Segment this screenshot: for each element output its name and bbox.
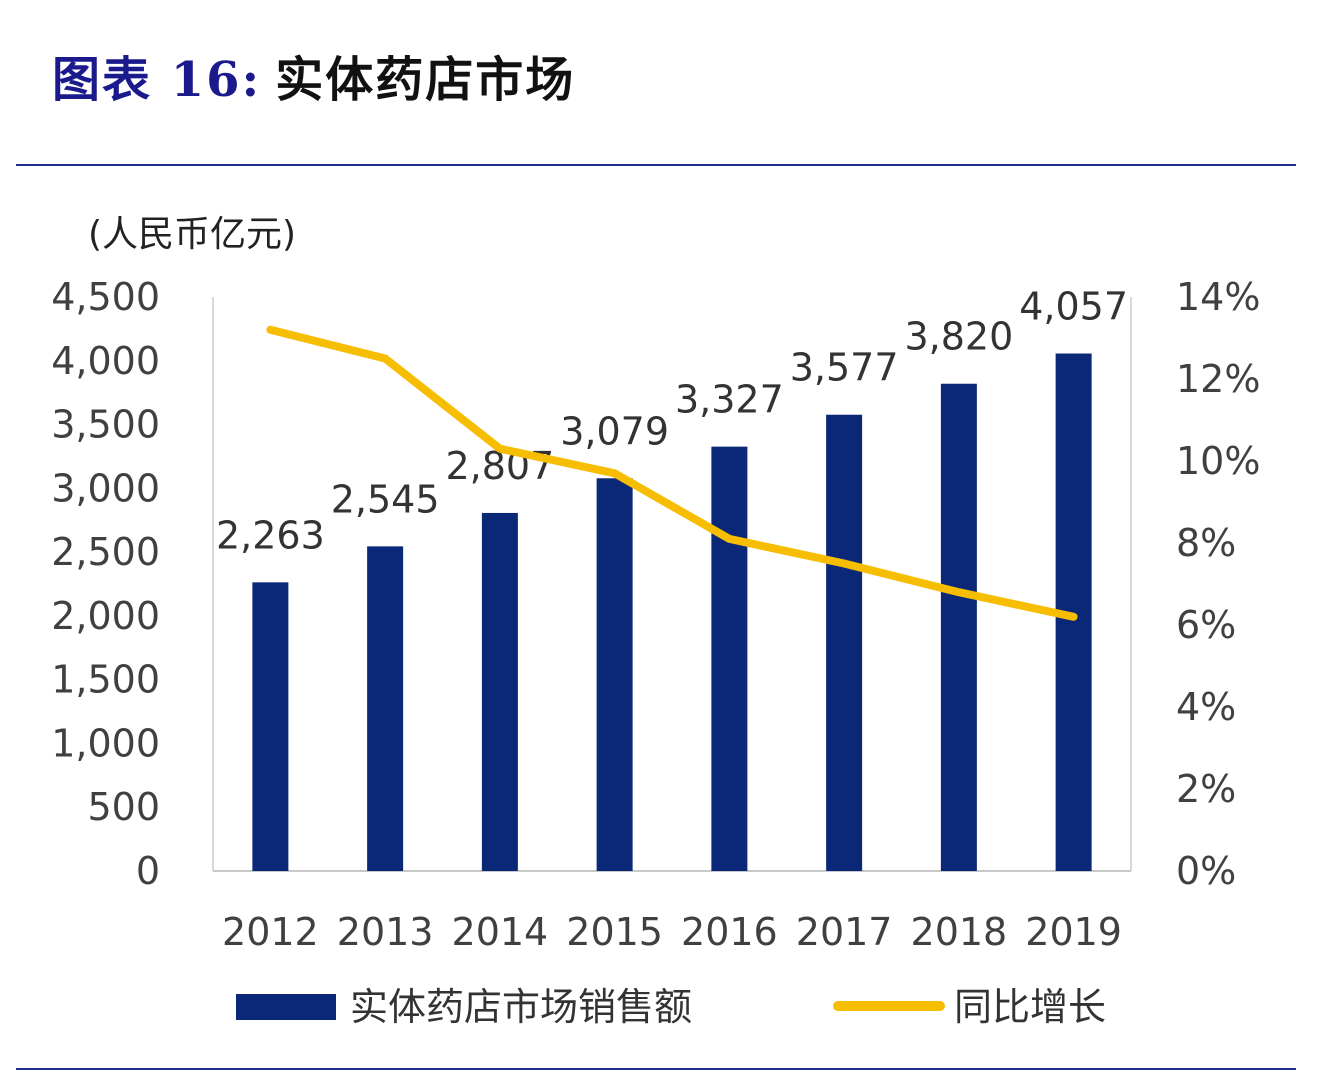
y-right-tick-label: 12% [1176,357,1260,401]
y-left-tick-label: 1,000 [51,721,160,765]
y-left-tick-label: 500 [87,785,160,829]
x-tick-label: 2015 [566,910,663,954]
legend-bar-label: 实体药店市场销售额 [350,985,692,1029]
y-right-tick-label: 0% [1176,849,1236,893]
y-right-tick-label: 2% [1176,767,1236,811]
figure-label: 图表 16: [52,52,262,108]
bar-data-label: 2,263 [216,513,325,557]
bar-2014 [481,512,518,871]
y-left-tick-label: 3,500 [51,403,160,447]
bar-data-label: 3,079 [560,409,669,453]
y-right-tick-label: 4% [1176,685,1236,729]
y-left-tick-label: 4,500 [51,275,160,319]
unit-label: (人民币亿元) [88,214,296,255]
legend-bar-swatch [236,994,336,1020]
y-left-tick-label: 4,000 [51,339,160,383]
y-left-tick-label: 0 [136,849,160,893]
y-left-tick-label: 2,500 [51,530,160,574]
bar-data-label: 3,327 [675,378,784,422]
bar-2012 [252,582,289,871]
x-tick-label: 2016 [681,910,778,954]
bar-2015 [596,478,633,871]
x-tick-label: 2012 [222,910,319,954]
bar-data-label: 3,820 [904,315,1013,359]
bar-2017 [826,414,863,871]
bar-2018 [940,383,977,871]
x-tick-label: 2019 [1025,910,1122,954]
bar-data-label: 3,577 [790,346,899,390]
y-right-tick-label: 6% [1176,603,1236,647]
y-right-tick-label: 8% [1176,521,1236,565]
top-divider [16,164,1296,166]
y-left-tick-label: 1,500 [51,658,160,702]
bar-2013 [367,546,404,871]
y-left-tick-label: 3,000 [51,466,160,510]
bottom-divider [16,1068,1296,1070]
x-tick-label: 2018 [911,910,1008,954]
chart-title: 实体药店市场 [275,52,576,108]
bar-2016 [711,446,748,871]
x-tick-label: 2013 [337,910,434,954]
y-left-tick-label: 2,000 [51,594,160,638]
y-right-tick-label: 10% [1176,439,1260,483]
y-right-tick-label: 14% [1176,275,1260,319]
x-tick-label: 2014 [452,910,549,954]
bar-data-label: 2,545 [331,477,440,521]
legend-line-label: 同比增长 [954,985,1106,1029]
bar-data-label: 4,057 [1019,285,1128,329]
x-tick-label: 2017 [796,910,893,954]
figure-title: 图表 16: 实体药店市场 [52,40,575,110]
growth-line [266,325,1078,621]
